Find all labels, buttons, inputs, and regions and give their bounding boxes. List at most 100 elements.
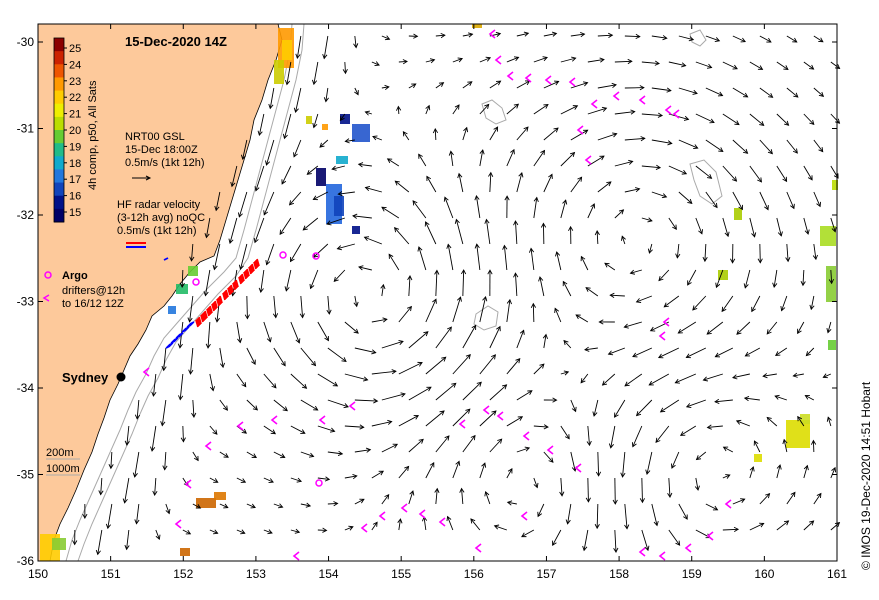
current-vector [715, 269, 724, 288]
current-vector-head [479, 149, 485, 155]
current-vector [313, 191, 329, 200]
current-vector [462, 381, 482, 401]
current-vector [751, 295, 761, 312]
current-vector [763, 373, 777, 377]
current-vector-head [470, 518, 476, 524]
current-vector [532, 303, 535, 323]
current-vector [614, 160, 633, 167]
current-vector-head [165, 508, 171, 515]
current-vector-head [666, 87, 672, 93]
current-vector-head [757, 177, 762, 183]
current-vector [236, 321, 241, 343]
current-vector [189, 295, 194, 322]
current-vector [570, 82, 588, 89]
drifter-chevron [474, 543, 482, 553]
current-vector-head [721, 306, 727, 313]
sst-patch [196, 498, 216, 508]
current-vector-head [608, 32, 614, 38]
current-vector [418, 154, 427, 167]
current-vector [556, 251, 562, 271]
current-vector [300, 451, 314, 457]
current-vector-head [759, 522, 765, 528]
current-vector [317, 373, 338, 387]
current-vector [190, 347, 194, 374]
current-vector-head [706, 329, 712, 335]
current-vector [489, 384, 507, 401]
current-vector-head [768, 92, 774, 98]
current-vector-head [671, 463, 676, 469]
current-vector [705, 191, 718, 208]
hf-vector-east [222, 292, 226, 301]
current-vector [263, 191, 275, 215]
current-vector [155, 529, 160, 540]
current-vector-head [618, 209, 625, 215]
colorbar-segment [54, 208, 64, 223]
current-vector-head [803, 464, 809, 471]
current-vector-head [540, 222, 547, 228]
current-vector-head [134, 519, 140, 525]
current-vector [387, 158, 400, 167]
current-vector [327, 399, 349, 408]
current-vector [562, 281, 572, 297]
current-vector [570, 129, 588, 141]
current-vector [597, 34, 613, 37]
legend-depth-1000m: 1000m [46, 463, 80, 475]
current-vector-head [513, 220, 519, 226]
current-vector-head [828, 279, 834, 285]
current-vector-head [497, 438, 503, 444]
x-tick-label: 151 [101, 567, 121, 581]
current-vector-head [645, 469, 651, 475]
current-vector-head [519, 329, 525, 335]
argo-float-marker[interactable] [315, 479, 323, 487]
current-vector [192, 503, 201, 509]
current-vector-head [504, 195, 510, 201]
current-vector-head [601, 380, 608, 386]
current-vector-head [790, 203, 795, 210]
current-vector-head [834, 522, 841, 528]
current-vector-head [740, 498, 746, 503]
current-vector [803, 465, 808, 479]
current-vector [338, 191, 355, 195]
current-vector [810, 295, 815, 310]
current-vector-head [533, 482, 539, 489]
current-vector-head [241, 428, 248, 434]
current-vector-head [657, 112, 664, 118]
argo-float-marker[interactable] [279, 251, 287, 259]
current-vector-head [331, 165, 337, 171]
current-vector-head [822, 373, 828, 379]
current-vector-head [394, 180, 400, 186]
current-vector [242, 139, 248, 160]
argo-float-marker[interactable] [192, 278, 200, 286]
current-vector-head [432, 298, 437, 304]
current-vector [641, 113, 663, 116]
city-marker-sydney[interactable] [116, 372, 126, 382]
sst-patch [472, 24, 482, 28]
current-vector-head [400, 392, 406, 398]
colorbar-tick-label: 22 [69, 92, 81, 104]
argo-float-marker[interactable] [312, 252, 320, 260]
hf-vector-east [235, 279, 239, 288]
current-vector-head [611, 82, 617, 89]
current-vector-head [604, 262, 610, 268]
sst-patch [282, 40, 292, 60]
current-vector-head [454, 218, 460, 225]
current-vector-head [418, 153, 423, 159]
current-vector-head [681, 62, 687, 68]
current-vector [435, 34, 445, 37]
current-vector [435, 326, 452, 349]
current-vector-head [280, 361, 286, 367]
current-vector [398, 306, 412, 323]
drifter-chevron [494, 55, 502, 65]
current-vector-head [775, 351, 781, 356]
hf-vector-east [234, 280, 238, 289]
current-vector-head [513, 56, 520, 62]
current-vector-head [161, 365, 167, 372]
current-vector [354, 399, 378, 402]
current-vector [266, 139, 275, 166]
current-vector [641, 165, 661, 169]
sst-patch [786, 420, 810, 448]
current-vector-head [725, 474, 731, 479]
current-vector-head [265, 160, 271, 166]
current-vector-head [495, 31, 502, 37]
current-vector [307, 165, 319, 175]
